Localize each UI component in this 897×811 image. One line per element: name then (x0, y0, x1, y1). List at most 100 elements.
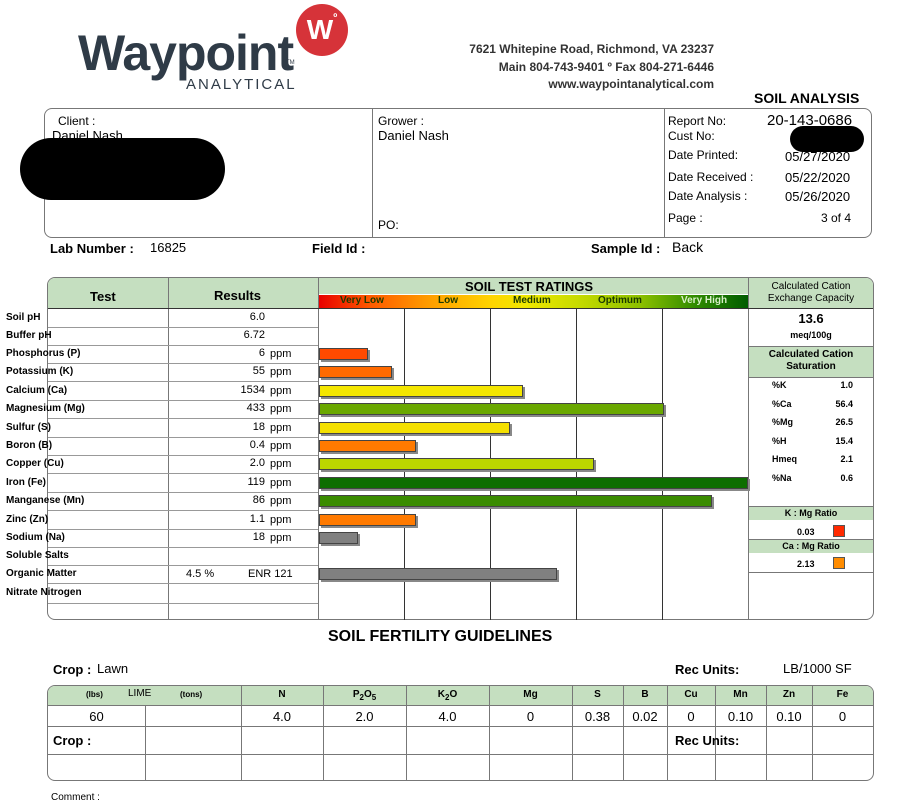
guideline-header: S (572, 689, 623, 700)
guideline-header-part: Mg (523, 689, 538, 700)
ca-mg-ratio-swatch (833, 557, 845, 569)
saturation-value: 2.1 (840, 454, 853, 464)
result-value: 119 (247, 476, 265, 488)
rec-units2-label: Rec Units: (675, 733, 740, 748)
result-value: 18 (252, 421, 265, 433)
result-unit: ppm (270, 385, 292, 397)
rating-bar (319, 495, 712, 507)
row-divider (48, 418, 318, 419)
guideline-header-part: K (437, 689, 445, 700)
test-name: Potassium (K) (6, 366, 74, 377)
col-divider (406, 686, 407, 780)
row-divider (48, 437, 318, 438)
rec-units-label: Rec Units: (675, 662, 740, 677)
saturation-value: 56.4 (835, 398, 853, 409)
test-name: Soluble Salts (6, 550, 69, 561)
ratings-title: SOIL TEST RATINGS (465, 279, 594, 294)
result-unit: ppm (270, 422, 292, 434)
result-value: 4.5 % (186, 568, 215, 580)
lab-number-label: Lab Number : (50, 241, 134, 256)
guideline-header-part: P (352, 689, 360, 700)
row-divider (48, 473, 318, 474)
guideline-header-part: N (278, 689, 286, 700)
col-divider (489, 686, 490, 780)
lime-lbs-header: (lbs) (86, 690, 103, 699)
cec-value: 13.6 (798, 311, 824, 326)
test-name: Calcium (Ca) (6, 385, 68, 396)
result-unit: ppm (270, 403, 292, 415)
k-mg-ratio-label: K : Mg Ratio (784, 508, 838, 518)
guideline-header: Mn (715, 689, 766, 700)
row-divider (48, 345, 318, 346)
k-mg-ratio: 0.03 (797, 527, 815, 537)
report-no: 20-143-0686 (767, 112, 853, 129)
result-unit: ppm (270, 477, 292, 489)
band-medium: Medium (513, 295, 551, 306)
test-name: Sodium (Na) (6, 532, 65, 543)
col-divider (667, 686, 668, 780)
logo-mark-icon: Wº (296, 4, 348, 56)
rating-bar (319, 568, 557, 580)
guideline-header: P2O5 (323, 689, 406, 702)
result-value: 1534 (240, 384, 265, 396)
guideline-header-part: 2 (445, 693, 450, 702)
mg-value: 0 (526, 709, 535, 724)
logo-mark-letter: W (306, 14, 334, 45)
result-enr: ENR 121 (248, 568, 293, 580)
lime-header: LIME (128, 688, 152, 699)
row-divider (48, 327, 318, 328)
row-divider (48, 547, 318, 548)
row-divider (48, 400, 318, 401)
saturation-label: %Na (772, 472, 792, 483)
soil-test-table (47, 277, 874, 620)
col-divider (572, 686, 573, 780)
saturation-label: %K (772, 380, 787, 390)
guideline-header: Fe (812, 689, 873, 700)
result-unit: ppm (270, 440, 292, 452)
s-value: 0.38 (584, 709, 611, 724)
row-divider (48, 603, 318, 604)
guideline-header-part: S (594, 689, 601, 700)
result-unit: ppm (270, 495, 292, 507)
guideline-header: B (623, 689, 667, 700)
logo-trademark: TM (286, 60, 295, 66)
test-name: Magnesium (Mg) (6, 403, 85, 414)
band-very-high: Very High (681, 295, 728, 306)
row-divider (48, 492, 318, 493)
rating-bar (319, 440, 416, 452)
company-website[interactable]: www.waypointanalytical.com (548, 77, 714, 91)
guideline-header: Mg (489, 689, 572, 700)
lime-lbs-value: 60 (89, 709, 104, 724)
col-test-header: Test (90, 289, 116, 304)
guideline-header: N (241, 689, 323, 700)
redaction (790, 126, 864, 152)
p2o5-value: 2.0 (355, 709, 374, 724)
guideline-header-part: 5 (371, 693, 377, 702)
k2o-value: 4.0 (438, 709, 457, 724)
lab-number: 16825 (150, 240, 187, 255)
col-results-header: Results (214, 288, 261, 303)
saturation-value: 15.4 (835, 435, 853, 446)
field-id-label: Field Id : (312, 241, 366, 256)
fe-value: 0 (838, 709, 847, 724)
result-value: 6 (258, 347, 265, 359)
result-unit: ppm (270, 366, 292, 378)
b-value: 0.02 (632, 709, 658, 724)
report-title: SOIL ANALYSIS (754, 90, 860, 106)
rating-gradient (319, 295, 748, 309)
page-number: 3 of 4 (821, 211, 852, 225)
date-analysis-label: Date Analysis : (668, 189, 748, 203)
cec-unit: meq/100g (790, 330, 832, 340)
client-label: Client : (58, 114, 96, 128)
test-name: Phosphorus (P) (6, 348, 81, 359)
grower-label: Grower : (378, 114, 425, 128)
test-name: Manganese (Mn) (6, 495, 85, 506)
rating-bar (319, 532, 358, 544)
rec-units-value: LB/1000 SF (783, 661, 852, 676)
result-unit: ppm (270, 532, 292, 544)
date-printed-label: Date Printed: (668, 148, 739, 162)
saturation-label: Hmeq (772, 454, 798, 464)
n-value: 4.0 (272, 709, 292, 724)
page-label: Page : (668, 211, 703, 225)
saturation-value: 0.6 (840, 472, 853, 483)
